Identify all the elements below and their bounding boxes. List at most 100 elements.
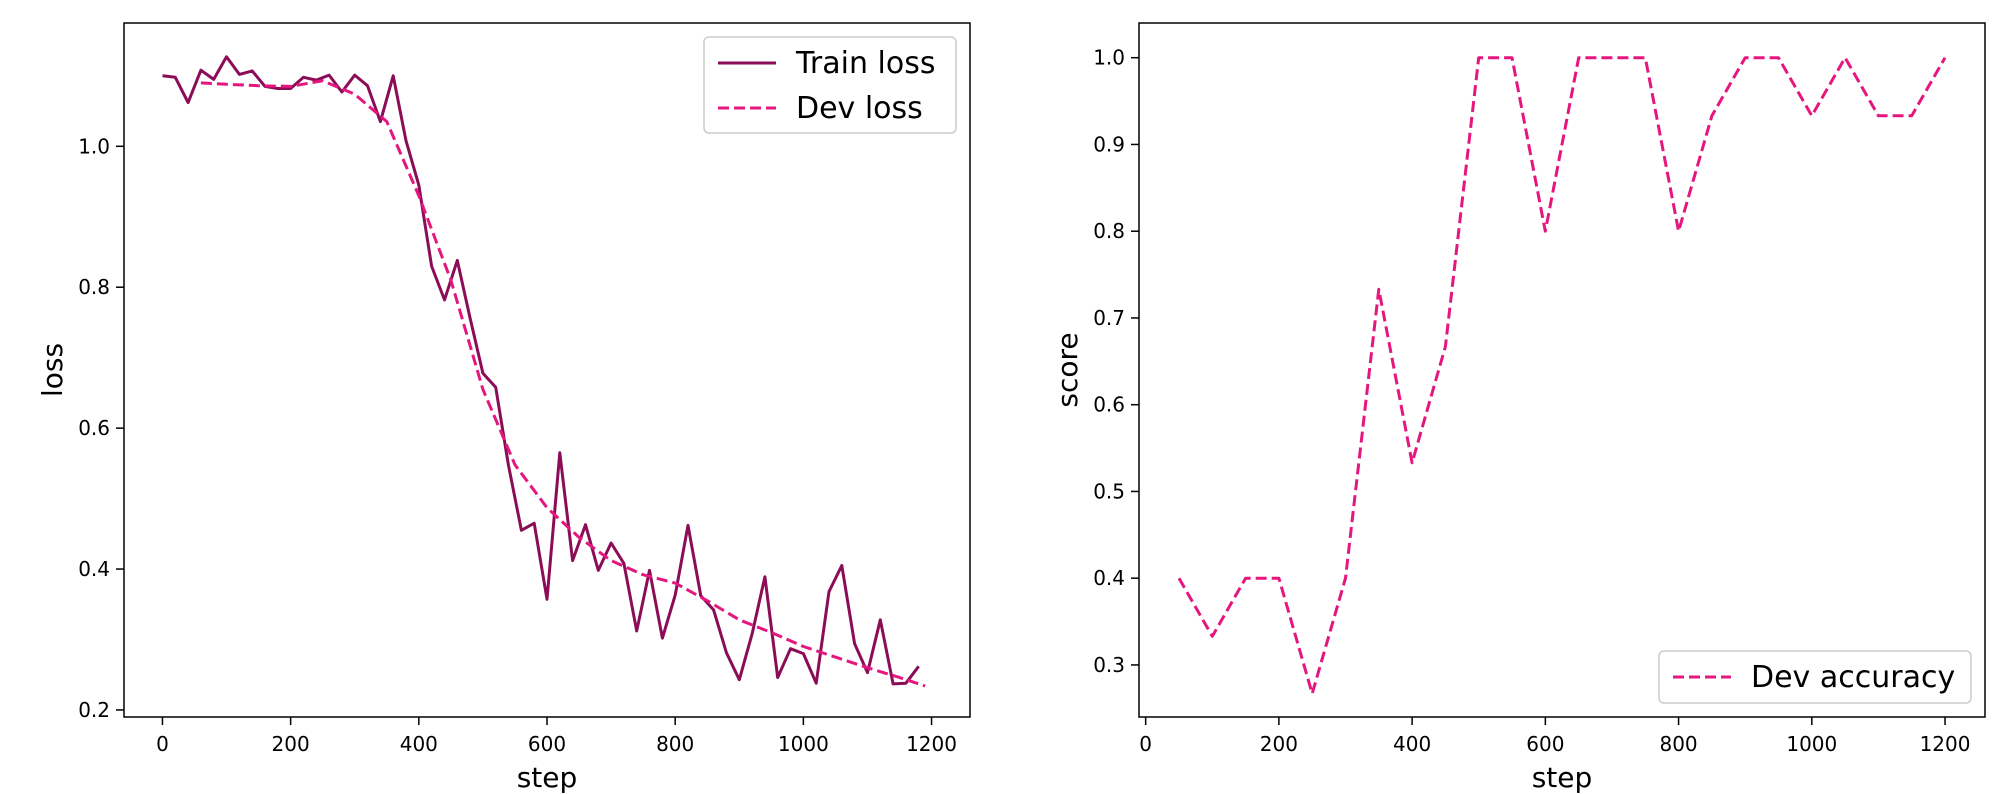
legend: Dev accuracy	[1658, 650, 1972, 704]
data-point	[610, 559, 613, 562]
data-point	[238, 73, 241, 76]
data-point	[174, 76, 177, 79]
data-point	[1477, 56, 1480, 59]
data-point	[597, 569, 600, 572]
data-point	[520, 529, 523, 532]
data-point	[405, 139, 408, 142]
data-point	[584, 523, 587, 526]
data-point	[828, 590, 831, 593]
data-point	[225, 55, 228, 58]
y-tick-label: 0.9	[1093, 132, 1125, 156]
data-point	[469, 317, 472, 320]
data-point	[738, 618, 741, 621]
data-point	[1910, 114, 1913, 117]
y-tick-label: 0.8	[78, 275, 110, 299]
y-tick-label: 0.8	[1093, 219, 1125, 243]
data-point	[770, 631, 773, 634]
data-point	[904, 682, 907, 685]
data-point	[1211, 635, 1214, 638]
x-axis-label: step	[1532, 761, 1593, 794]
data-point	[834, 656, 837, 659]
data-point	[494, 386, 497, 389]
data-point	[853, 642, 856, 645]
data-point	[751, 632, 754, 635]
data-point	[1277, 577, 1280, 580]
data-point	[417, 184, 420, 187]
data-point	[738, 678, 741, 681]
data-point	[257, 84, 260, 87]
legend: Train loss Dev loss	[703, 36, 957, 134]
data-point	[1810, 114, 1813, 117]
x-tick-label: 0	[1139, 732, 1152, 756]
accuracy-chart-panel: 0 200 400 600 800 1000 1200 0.3 0.4 0.5 0.6 0.7 0.8 0…	[1051, 22, 1986, 794]
x-tick-label: 600	[1526, 732, 1564, 756]
data-point	[763, 575, 766, 578]
data-point	[1178, 577, 1181, 580]
data-point	[674, 594, 677, 597]
x-tick-label: 800	[656, 732, 694, 756]
series-line-train-loss	[162, 55, 920, 686]
data-point	[1710, 114, 1713, 117]
data-point	[802, 652, 805, 655]
data-point	[533, 522, 536, 525]
data-point	[353, 74, 356, 77]
data-point	[385, 120, 388, 123]
data-point	[251, 69, 254, 72]
data-point	[379, 120, 382, 123]
data-point	[1644, 56, 1647, 59]
x-tick-label: 200	[1260, 732, 1298, 756]
data-point	[840, 564, 843, 567]
y-tick-label: 0.4	[1093, 566, 1125, 590]
data-point	[456, 259, 459, 262]
data-point	[443, 298, 446, 301]
data-point	[706, 599, 709, 602]
data-point	[321, 79, 324, 82]
y-tick-label: 0.6	[1093, 393, 1125, 417]
data-point	[571, 559, 574, 562]
x-tick-label: 1200	[1920, 732, 1971, 756]
y-tick-label: 0.7	[1093, 306, 1125, 330]
data-point	[578, 536, 581, 539]
y-axis-label: loss	[36, 343, 69, 397]
data-point	[1377, 288, 1380, 291]
data-point	[340, 91, 343, 94]
data-point	[199, 69, 202, 72]
y-tick-label: 0.3	[1093, 653, 1125, 677]
x-tick-label: 400	[1393, 732, 1431, 756]
data-point	[712, 608, 715, 611]
x-tick-label: 0	[156, 732, 169, 756]
loss-chart-panel: 0 200 400 600 800 1000 1200 0.2 0.4 0.6 0.8 1.0 step…	[36, 22, 971, 794]
data-point	[481, 372, 484, 375]
x-tick-label: 800	[1659, 732, 1697, 756]
y-tick-label: 0.4	[78, 557, 110, 581]
data-point	[430, 265, 433, 268]
series-line-dev-loss	[200, 79, 926, 688]
data-point	[622, 562, 625, 565]
data-point	[1244, 577, 1247, 580]
data-point	[1844, 56, 1847, 59]
x-tick-label: 400	[400, 732, 438, 756]
x-tick-label: 200	[272, 732, 310, 756]
data-point	[161, 74, 164, 77]
data-point	[725, 651, 728, 654]
y-tick-label: 0.2	[78, 698, 110, 722]
data-point	[924, 685, 927, 688]
data-point	[776, 676, 779, 679]
data-point	[1777, 56, 1780, 59]
data-point	[1511, 56, 1514, 59]
data-point	[1344, 577, 1347, 580]
data-point	[648, 569, 651, 572]
data-point	[302, 76, 305, 79]
data-point	[507, 464, 510, 467]
data-point	[392, 74, 395, 77]
data-point	[353, 93, 356, 96]
data-point	[917, 665, 920, 668]
data-point	[417, 194, 420, 197]
data-point	[687, 524, 690, 527]
x-tick-label: 1200	[906, 732, 957, 756]
series-line-dev-accuracy	[1177, 56, 1947, 696]
data-point	[328, 74, 331, 77]
data-point	[225, 83, 228, 86]
data-point	[1611, 56, 1614, 59]
